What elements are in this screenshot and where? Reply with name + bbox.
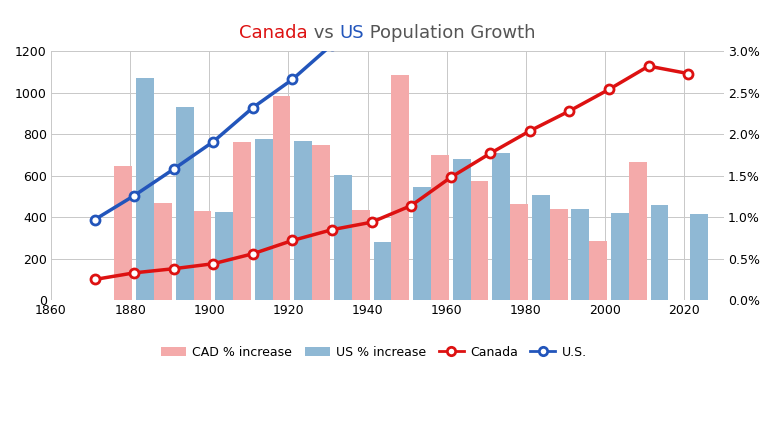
Bar: [352, 210, 370, 300]
Text: Population Growth: Population Growth: [364, 24, 536, 42]
Bar: [532, 195, 549, 300]
Bar: [571, 209, 589, 300]
Bar: [215, 212, 233, 300]
Bar: [233, 142, 251, 300]
Bar: [629, 162, 646, 300]
Bar: [651, 205, 668, 300]
Bar: [194, 211, 212, 300]
Text: vs: vs: [308, 24, 339, 42]
Bar: [611, 213, 629, 300]
Bar: [255, 139, 273, 300]
Bar: [470, 181, 488, 300]
Bar: [510, 204, 528, 300]
Bar: [176, 107, 194, 300]
Bar: [334, 175, 352, 300]
Bar: [154, 203, 172, 300]
Bar: [273, 96, 291, 300]
Bar: [391, 75, 409, 300]
Bar: [312, 145, 330, 300]
Bar: [453, 159, 470, 300]
Bar: [294, 142, 312, 300]
Bar: [691, 214, 708, 300]
Bar: [413, 187, 431, 300]
Bar: [549, 209, 567, 300]
Bar: [431, 155, 449, 300]
Bar: [136, 78, 154, 300]
Bar: [115, 166, 133, 300]
Bar: [589, 241, 607, 300]
Bar: [374, 242, 391, 300]
Text: US: US: [339, 24, 364, 42]
Bar: [492, 153, 510, 300]
Text: Canada: Canada: [239, 24, 308, 42]
Legend: CAD % increase, US % increase, Canada, U.S.: CAD % increase, US % increase, Canada, U…: [157, 341, 592, 364]
